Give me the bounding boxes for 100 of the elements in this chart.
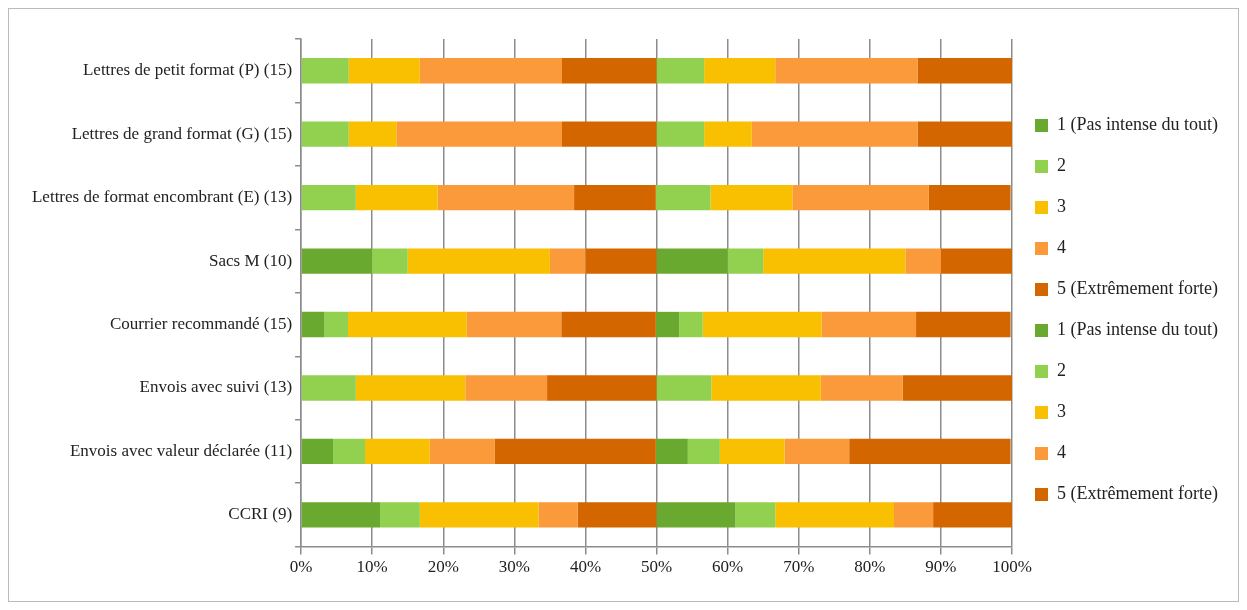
bar (687, 438, 720, 465)
bar (365, 438, 430, 465)
legend-label: 3 (1057, 196, 1067, 217)
legend-label: 4 (1057, 442, 1067, 463)
legend-label: 5 (Extrêmement forte) (1057, 483, 1218, 505)
bar (301, 438, 334, 465)
bar (324, 311, 348, 338)
bar (933, 502, 1013, 528)
bar (775, 58, 918, 84)
legend-label: 2 (1057, 155, 1067, 176)
bar (574, 184, 656, 211)
bar (751, 121, 918, 147)
y-tick-label: Envois avec valeur déclarée (11) (69, 440, 293, 460)
bar (429, 438, 495, 465)
bar (820, 375, 903, 401)
bar (355, 184, 438, 211)
bar (333, 438, 366, 465)
bar (849, 438, 1011, 465)
bar (407, 248, 550, 274)
bar (656, 375, 712, 401)
bar (301, 121, 349, 147)
y-tick-label: Lettres de format encombrant (E) (13) (31, 187, 293, 207)
bar (704, 58, 776, 84)
bar (549, 248, 586, 274)
x-tick-label: 50% (640, 557, 673, 577)
legend-label: 1 (Pas intense du tout) (1057, 114, 1219, 136)
bar (372, 248, 408, 274)
y-tick-label: CCRI (9) (228, 504, 293, 524)
legend-label: 4 (1057, 237, 1067, 258)
bar (916, 311, 1011, 338)
bar (562, 121, 657, 147)
x-tick-label: 60% (712, 557, 744, 577)
y-tick-label: Envois avec suivi (13) (139, 377, 293, 397)
bar (928, 184, 1011, 211)
bar (301, 375, 356, 401)
x-tick-label: 80% (854, 557, 886, 577)
bar (763, 248, 906, 274)
bar (940, 248, 1013, 274)
x-tick-label: 40% (569, 557, 602, 577)
bar (656, 248, 728, 274)
x-tick-label: 100% (992, 557, 1032, 577)
bar (655, 311, 680, 338)
bar (301, 502, 380, 528)
bar (727, 248, 764, 274)
bar (679, 311, 703, 338)
bar (466, 311, 562, 338)
x-tick-label: 30% (498, 557, 530, 577)
bar (784, 438, 850, 465)
bar (547, 375, 657, 401)
y-tick-label: Courrier recommandé (15) (109, 313, 293, 333)
bar (301, 184, 356, 211)
legend-label: 3 (1057, 401, 1067, 422)
legend-label: 2 (1057, 360, 1067, 381)
bar (719, 438, 785, 465)
bar (711, 375, 821, 401)
bar (348, 311, 467, 338)
bar (437, 184, 575, 211)
bar (348, 121, 397, 147)
y-tick-label: Sacs M (10) (208, 250, 293, 270)
legend-label: 1 (Pas intense du tout) (1057, 319, 1219, 341)
bar (465, 375, 548, 401)
x-tick-label: 70% (783, 557, 815, 577)
x-tick-label: 20% (427, 557, 459, 577)
bar (655, 184, 711, 211)
bar (894, 502, 934, 528)
bar (379, 502, 420, 528)
bar (704, 121, 752, 147)
bar (905, 248, 941, 274)
bar (301, 311, 325, 338)
bar (821, 311, 917, 338)
x-tick-label: 10% (356, 557, 388, 577)
bar (494, 438, 656, 465)
bar (917, 121, 1013, 147)
bar (355, 375, 466, 401)
legend-label: 5 (Extrêmement forte) (1057, 278, 1218, 300)
bar (656, 58, 705, 84)
bar (702, 311, 822, 338)
bar (917, 58, 1013, 84)
x-tick-label: 90% (925, 557, 957, 577)
bar (710, 184, 793, 211)
bar (656, 502, 736, 528)
bar (419, 58, 562, 84)
bar (775, 502, 894, 528)
bar (301, 58, 349, 84)
bar (792, 184, 929, 211)
x-tick-label: 0% (289, 557, 313, 577)
bar (577, 502, 657, 528)
bar (656, 121, 705, 147)
bar (735, 502, 776, 528)
bar (301, 248, 373, 274)
bar (562, 58, 657, 84)
bar (396, 121, 562, 147)
bar (538, 502, 578, 528)
bar (655, 438, 688, 465)
bar (902, 375, 1013, 401)
y-tick-label: Lettres de petit format (P) (15) (82, 60, 293, 80)
bar (585, 248, 657, 274)
bar (419, 502, 539, 528)
y-tick-label: Lettres de grand format (G) (15) (71, 123, 293, 143)
bar (348, 58, 420, 84)
